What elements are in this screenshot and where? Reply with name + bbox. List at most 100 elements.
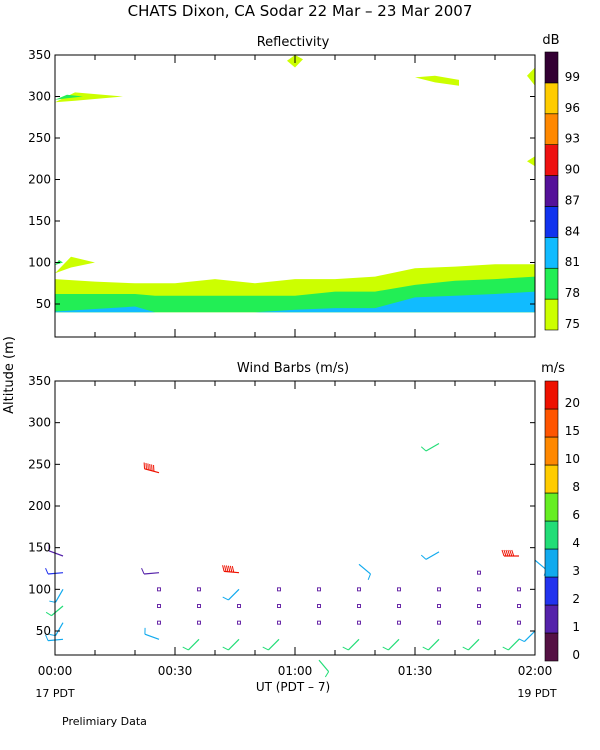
y-tick-label: 100 — [28, 582, 51, 596]
wind-barb — [518, 630, 536, 643]
reflectivity-colorbar-label: 78 — [565, 286, 580, 300]
wind-colorbar-label: 6 — [572, 508, 580, 522]
calm-marker — [397, 604, 401, 608]
wind-barb — [382, 638, 400, 651]
x-tick-label: 02:00 — [518, 664, 553, 678]
y-tick-label: 300 — [28, 90, 51, 104]
y-tick-label: 100 — [28, 256, 51, 270]
calm-marker — [277, 587, 281, 592]
reflectivity-colorbar-unit: dB — [542, 33, 559, 48]
y-tick-label: 150 — [28, 214, 51, 228]
calm-marker — [397, 620, 401, 625]
reflectivity-colorbar-label: 81 — [565, 255, 580, 269]
y-tick-label: 350 — [28, 374, 51, 388]
wind-barb-axes: 50 100 150 200 250 300 350 00:00 00:30 01:00 01:30… — [28, 374, 552, 678]
calm-marker — [517, 620, 521, 625]
x-tick-label: 00:00 — [38, 664, 73, 678]
wind-colorbar-label: 8 — [572, 480, 580, 494]
y-tick-label: 50 — [36, 297, 51, 311]
wind-colorbar-label: 2 — [572, 592, 580, 606]
calm-marker — [197, 587, 201, 592]
colorbar-swatch — [544, 82, 559, 115]
reflectivity-region — [55, 291, 535, 313]
calm-marker — [437, 620, 441, 625]
reflectivity-colorbar: 75 78 81 84 87 90 93 96 99 — [544, 51, 580, 331]
calm-marker — [197, 604, 201, 608]
wind-barb — [262, 638, 280, 651]
calm-marker — [397, 587, 401, 592]
wind-barb — [342, 638, 360, 651]
wind-colorbar-label: 10 — [565, 452, 580, 466]
calm-marker — [317, 604, 321, 608]
wind-barb — [222, 638, 240, 651]
calm-marker — [237, 620, 241, 625]
calm-marker — [157, 587, 161, 592]
wind-barb — [143, 462, 160, 474]
wind-barb — [501, 549, 519, 557]
wind-barb — [49, 589, 64, 603]
wind-colorbar-label: 15 — [565, 424, 580, 438]
calm-marker — [437, 604, 441, 608]
x-axis-label: UT (PDT – 7) — [256, 680, 330, 694]
calm-marker — [357, 587, 361, 592]
reflectivity-axes: 50 100 150 200 250 300 350 — [28, 48, 536, 338]
colorbar-swatch — [544, 408, 559, 438]
wind-barb — [222, 588, 240, 601]
colorbar-swatch — [544, 464, 559, 494]
colorbar-swatch — [544, 51, 559, 84]
x-tick-label: 00:30 — [158, 664, 193, 678]
colorbar-swatch — [544, 206, 559, 238]
reflectivity-region — [527, 67, 535, 86]
colorbar-swatch — [544, 144, 559, 176]
reflectivity-colorbar-label: 93 — [565, 132, 580, 146]
wind-barb — [420, 442, 440, 452]
y-tick-label: 200 — [28, 499, 51, 513]
footer-note: Prelimiary Data — [62, 715, 147, 728]
reflectivity-region — [55, 94, 83, 100]
colorbar-swatch — [544, 267, 559, 300]
wind-barb — [141, 567, 160, 575]
reflectivity-colorbar-label: 90 — [565, 163, 580, 177]
wind-barb — [462, 638, 480, 651]
colorbar-swatch — [544, 380, 559, 410]
reflectivity-region — [527, 156, 535, 167]
calm-marker — [357, 620, 361, 625]
wind-barb — [318, 659, 330, 678]
wind-colorbar-label: 1 — [572, 620, 580, 634]
reflectivity-title: Reflectivity — [257, 35, 330, 50]
reflectivity-colorbar-label: 87 — [565, 193, 580, 207]
y-axis-label: Altitude (m) — [2, 336, 17, 414]
calm-marker — [317, 587, 321, 592]
wind-barb — [422, 638, 440, 651]
reflectivity-colorbar-label: 75 — [565, 317, 580, 331]
y-tick-label: 350 — [28, 48, 51, 62]
wind-colorbar-label: 3 — [572, 564, 580, 578]
wind-barb — [358, 563, 371, 581]
calm-marker — [517, 604, 521, 608]
reflectivity-contours — [55, 55, 535, 313]
reflectivity-colorbar-label: 84 — [565, 224, 580, 238]
y-tick-label: 150 — [28, 541, 51, 555]
y-tick-label: 50 — [36, 624, 51, 638]
wind-colorbar-label: 0 — [572, 648, 580, 662]
colorbar-swatch — [544, 237, 559, 269]
wind-barb-colorbar: 0 1 2 3 4 6 8 10 15 20 — [544, 380, 580, 662]
date-right: 19 PDT — [517, 687, 557, 700]
y-tick-label: 250 — [28, 457, 51, 471]
colorbar-swatch — [544, 548, 559, 578]
reflectivity-colorbar-label: 99 — [565, 70, 580, 84]
calm-marker — [477, 620, 481, 625]
x-tick-label: 01:00 — [278, 664, 313, 678]
plot-frame — [54, 380, 536, 656]
wind-barb — [420, 551, 440, 560]
calm-marker — [477, 587, 481, 592]
y-tick-label: 300 — [28, 416, 51, 430]
y-tick-label: 250 — [28, 131, 51, 145]
colorbar-swatch — [544, 113, 559, 145]
reflectivity-region — [415, 75, 459, 86]
colorbar-swatch — [544, 492, 559, 522]
calm-marker — [317, 620, 321, 625]
wind-colorbar-label: 20 — [565, 396, 580, 410]
wind-colorbar-label: 4 — [572, 536, 580, 550]
calm-marker — [477, 570, 481, 575]
